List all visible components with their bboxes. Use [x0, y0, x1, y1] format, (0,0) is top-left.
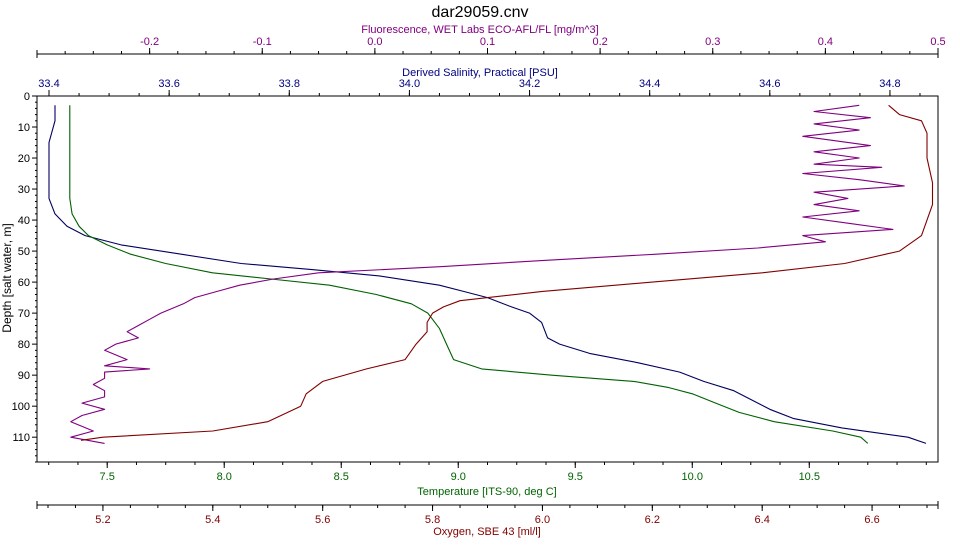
depth-tick-label: 90 [18, 370, 30, 382]
temp-tick-label: 9.0 [451, 471, 466, 483]
depth-axis-title: Depth [salt water, m] [0, 223, 14, 332]
fluor-tick-label: 0.3 [705, 36, 720, 48]
fluor-tick-label: -0.2 [140, 36, 159, 48]
salinity-axis-title: Derived Salinity, Practical [PSU] [402, 67, 558, 79]
depth-tick-label: 20 [18, 153, 30, 165]
fluorescence-axis-title: Fluorescence, WET Labs ECO-AFL/FL [mg/m^… [361, 24, 598, 36]
oxy-tick-label: 5.4 [205, 514, 220, 526]
fluor-tick-label: 0.5 [930, 36, 945, 48]
depth-tick-label: 110 [12, 432, 30, 444]
oxy-tick-label: 5.8 [425, 514, 440, 526]
fluor-tick-label: -0.1 [253, 36, 272, 48]
temp-tick-label: 7.5 [100, 471, 115, 483]
oxy-tick-label: 5.2 [95, 514, 110, 526]
depth-tick-label: 0 [24, 91, 30, 103]
sal-tick-label: 34.6 [759, 78, 780, 90]
depth-tick-label: 80 [18, 339, 30, 351]
fluor-profile-line [70, 104, 905, 444]
depth-tick-label: 100 [12, 401, 30, 413]
fluor-tick-label: 0.0 [367, 36, 382, 48]
sal-profile-line [48, 105, 927, 444]
oxy-tick-label: 6.4 [755, 514, 770, 526]
sal-tick-label: 34.0 [399, 78, 420, 90]
oxy-tick-label: 6.6 [864, 514, 879, 526]
temp-tick-label: 8.5 [334, 471, 349, 483]
chart-title: dar29059.cnv [432, 4, 529, 21]
temp-tick-label: 10.0 [682, 471, 703, 483]
temp-tick-label: 10.5 [799, 471, 820, 483]
fluor-tick-label: 0.1 [480, 36, 495, 48]
fluor-tick-label: 0.4 [818, 36, 833, 48]
oxy-tick-label: 6.0 [535, 514, 550, 526]
depth-tick-label: 70 [18, 308, 30, 320]
temp-tick-label: 8.0 [217, 471, 232, 483]
sal-tick-label: 34.4 [639, 78, 660, 90]
fluor-tick-label: 0.2 [592, 36, 607, 48]
oxy-profile-line [80, 104, 934, 441]
sal-tick-label: 33.8 [279, 78, 300, 90]
temp-profile-line [69, 105, 869, 444]
oxy-tick-label: 6.2 [645, 514, 660, 526]
depth-tick-label: 40 [18, 215, 30, 227]
sal-tick-label: 34.8 [879, 78, 900, 90]
depth-tick-label: 30 [18, 184, 30, 196]
temp-tick-label: 9.5 [568, 471, 583, 483]
oxygen-axis-title: Oxygen, SBE 43 [ml/l] [433, 526, 541, 538]
oxy-tick-label: 5.6 [315, 514, 330, 526]
temperature-axis-title: Temperature [ITS-90, deg C] [417, 486, 556, 498]
sal-tick-label: 33.6 [158, 78, 179, 90]
depth-tick-label: 10 [18, 122, 30, 134]
sal-tick-label: 34.2 [519, 78, 540, 90]
sal-tick-label: 33.4 [38, 78, 59, 90]
depth-tick-label: 50 [18, 246, 30, 258]
depth-tick-label: 60 [18, 277, 30, 289]
